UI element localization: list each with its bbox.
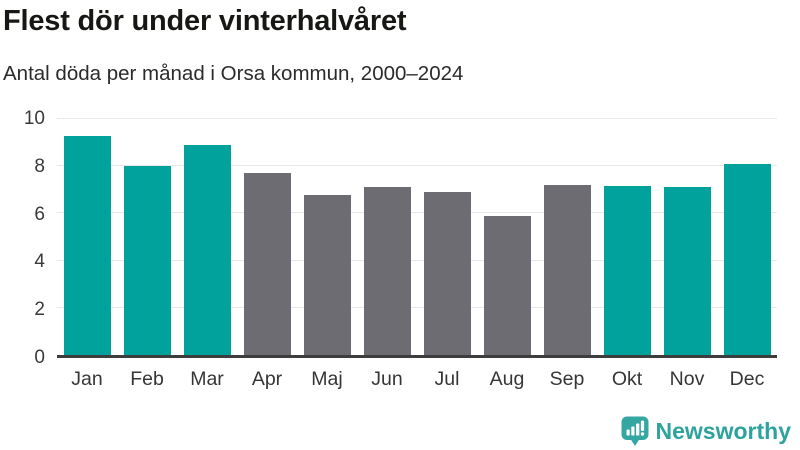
bar-slot-aug [477,119,537,355]
bar-slot-apr [237,119,297,355]
bar-slot-nov [657,119,717,355]
gridline-2 [57,306,777,308]
branding: Newsworthy [621,416,791,447]
bar-mar [183,144,231,355]
x-tick-label-apr: Apr [251,368,283,390]
y-tick-label-4: 4 [34,251,45,273]
bar-feb [123,166,171,355]
y-axis: 0 2 4 6 8 10 [0,108,45,368]
bar-slot-feb [117,119,177,355]
x-tick-label-nov: Nov [669,368,705,390]
bar-sep [543,185,591,355]
bar-okt [603,186,651,355]
bar-jun [363,187,411,355]
chart-subtitle: Antal döda per månad i Orsa kommun, 2000… [3,62,464,85]
bar-slot-jul [417,119,477,355]
y-tick-label-6: 6 [34,203,45,225]
y-tick-label-10: 10 [23,108,45,129]
bars [57,119,777,355]
x-tick-label-dec: Dec [729,368,765,390]
gridline-4 [57,259,777,261]
chart-title: Flest dör under vinterhalvåret [3,5,407,37]
bar-jul [423,192,471,355]
bar-slot-sep [537,119,597,355]
bar-slot-okt [597,119,657,355]
x-tick-label-okt: Okt [611,368,643,390]
brand-wordmark: Newsworthy [655,418,791,444]
y-tick-label-0: 0 [34,347,45,368]
x-tick-label-mar: Mar [190,368,224,390]
bar-aug [483,215,531,355]
bar-dec [723,163,771,355]
bar-maj [303,194,351,355]
x-axis: Jan Feb Mar Apr Maj Jun Jul Aug Sep Okt Nov Dec [57,368,777,391]
bar-chart-speech-bubble-icon [621,416,649,447]
x-tick-label-aug: Aug [489,368,525,390]
y-tick-label-8: 8 [34,155,45,177]
x-tick-label-jul: Jul [434,368,460,390]
bar-slot-mar [177,119,237,355]
x-tick-label-sep: Sep [549,368,585,390]
x-tick-label-jan: Jan [71,368,103,390]
y-tick-label-2: 2 [34,299,45,321]
bar-slot-jan [57,119,117,355]
bar-slot-maj [297,119,357,355]
gridline-10 [57,118,777,119]
bar-slot-dec [717,119,777,355]
bar-jan [63,135,111,355]
bar-apr [243,173,291,355]
x-tick-label-maj: Maj [311,368,343,390]
bar-slot-jun [357,119,417,355]
x-tick-label-jun: Jun [371,368,403,390]
x-tick-label-feb: Feb [130,368,164,390]
gridline-8 [57,165,777,167]
gridline-6 [57,212,777,214]
plot-area [57,118,777,358]
bar-nov [663,187,711,355]
